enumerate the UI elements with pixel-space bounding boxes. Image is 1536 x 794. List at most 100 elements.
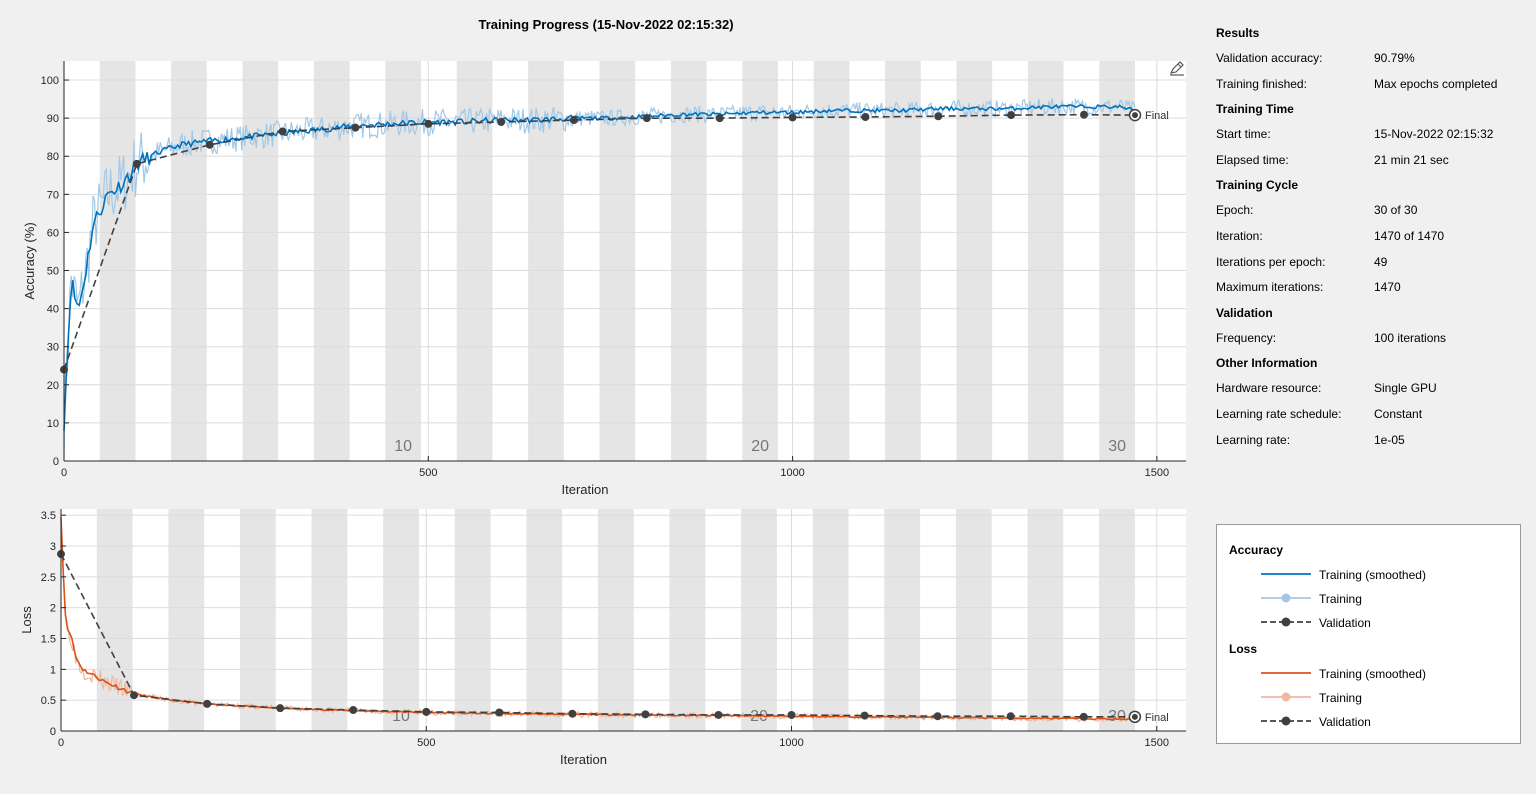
y-tick-label: 60 <box>47 227 59 239</box>
epoch-band <box>742 61 778 461</box>
legend-swatch-marker <box>1281 617 1291 627</box>
legend-swatch <box>1261 593 1311 603</box>
validation-point <box>1080 110 1088 119</box>
validation-point <box>861 113 870 121</box>
validation-point <box>349 706 358 715</box>
legend-group-heading: Accuracy <box>1229 543 1284 557</box>
epoch-band <box>884 509 921 731</box>
validation-line <box>60 553 1135 718</box>
results-section-heading: Other Information <box>1216 356 1318 371</box>
epoch-band <box>955 509 992 731</box>
results-row: Epoch: 30 of 30 <box>1216 197 1526 223</box>
epoch-band <box>1099 61 1135 461</box>
final-marker <box>1128 710 1142 724</box>
legend-item-label: Training (smoothed) <box>1319 667 1426 681</box>
validation-point <box>641 710 650 719</box>
results-label: Iteration: <box>1216 228 1263 243</box>
epoch-band <box>454 509 491 731</box>
epoch-label: 10 <box>392 708 410 725</box>
epoch-band <box>597 509 634 731</box>
y-axis-label: Loss <box>19 606 34 634</box>
results-label: Elapsed time: <box>1216 152 1289 167</box>
epoch-label: 30 <box>1108 708 1126 725</box>
results-row: Learning rate: 1e-05 <box>1216 427 1526 453</box>
y-tick-label: 10 <box>47 418 59 430</box>
results-row: Frequency: 100 iterations <box>1216 325 1526 351</box>
results-section-heading: Results <box>1216 26 1260 40</box>
epoch-band <box>812 509 849 731</box>
legend-item-label: Training <box>1319 691 1362 705</box>
results-label: Iterations per epoch: <box>1216 254 1326 269</box>
epoch-label: 20 <box>751 438 769 455</box>
results-value: 21 min 21 sec <box>1374 152 1449 167</box>
results-section-heading: Training Time <box>1216 102 1294 117</box>
legend-item-label: Validation <box>1319 616 1371 630</box>
training-smoothed-line <box>60 517 1135 721</box>
epoch-band <box>239 509 276 731</box>
validation-point <box>130 691 139 700</box>
results-row: Elapsed time: 21 min 21 sec <box>1216 147 1526 173</box>
legend: Accuracy Training (smoothed) Training Valid… <box>1216 524 1521 744</box>
results-value: 1470 <box>1374 280 1401 295</box>
y-tick-label: 3 <box>50 541 56 553</box>
edit-axes-icon[interactable] <box>1168 59 1186 77</box>
results-row: Start time: 15-Nov-2022 02:15:32 <box>1216 121 1526 147</box>
epoch-band <box>813 61 850 461</box>
epoch-label: 10 <box>394 438 412 455</box>
epoch-band <box>599 61 636 461</box>
epoch-band <box>885 61 921 461</box>
validation-point <box>495 708 504 717</box>
epoch-band <box>670 61 707 461</box>
results-row: Validation accuracy: 90.79% <box>1216 45 1526 71</box>
validation-point <box>715 114 724 123</box>
x-tick-label: 1000 <box>779 737 803 749</box>
validation-point <box>422 707 431 716</box>
epoch-label: 20 <box>750 708 768 725</box>
results-row: Training finished: Max epochs completed <box>1216 71 1526 97</box>
results-row: Hardware resource: Single GPU <box>1216 375 1526 401</box>
y-tick-label: 1 <box>50 664 56 676</box>
y-tick-label: 100 <box>41 75 59 87</box>
legend-swatch <box>1261 692 1311 702</box>
x-tick-label: 1500 <box>1145 467 1169 479</box>
legend-swatch-marker <box>1281 593 1291 603</box>
legend-group-heading: Loss <box>1229 642 1258 656</box>
epoch-band <box>1027 61 1064 461</box>
epoch-band <box>313 61 350 461</box>
final-label: Final <box>1145 110 1169 122</box>
epoch-band <box>242 61 279 461</box>
validation-point <box>860 711 869 720</box>
x-tick-label: 0 <box>58 737 64 749</box>
training-raw-line <box>60 524 1136 723</box>
validation-point <box>788 113 797 122</box>
legend-item-label: Training <box>1319 592 1362 606</box>
validation-point <box>132 159 141 168</box>
results-label: Learning rate schedule: <box>1216 406 1342 421</box>
y-tick-label: 40 <box>47 304 59 316</box>
epoch-band <box>168 509 205 731</box>
validation-point <box>424 119 433 128</box>
epoch-band <box>99 61 136 461</box>
y-tick-label: 30 <box>47 342 59 354</box>
validation-point <box>1006 712 1015 721</box>
legend-swatch <box>1261 716 1311 726</box>
results-label: Training finished: <box>1216 76 1307 91</box>
y-tick-label: 70 <box>47 189 59 201</box>
epoch-band <box>669 509 706 731</box>
chart-title: Training Progress (15-Nov-2022 02:15:32) <box>478 17 734 32</box>
y-tick-label: 3.5 <box>41 510 56 522</box>
final-marker-dot <box>1131 713 1138 720</box>
validation-point <box>351 123 360 132</box>
legend-swatch <box>1261 617 1311 627</box>
validation-point <box>205 140 214 149</box>
y-tick-label: 2.5 <box>41 572 56 584</box>
results-value: 1e-05 <box>1374 432 1405 447</box>
results-value: 90.79% <box>1374 51 1415 65</box>
results-value: Max epochs completed <box>1374 76 1498 91</box>
x-tick-label: 1500 <box>1145 737 1169 749</box>
epoch-band <box>1099 509 1135 731</box>
validation-point <box>787 710 796 719</box>
x-axis-label: Iteration <box>560 752 607 767</box>
results-value: 100 iterations <box>1374 330 1447 345</box>
